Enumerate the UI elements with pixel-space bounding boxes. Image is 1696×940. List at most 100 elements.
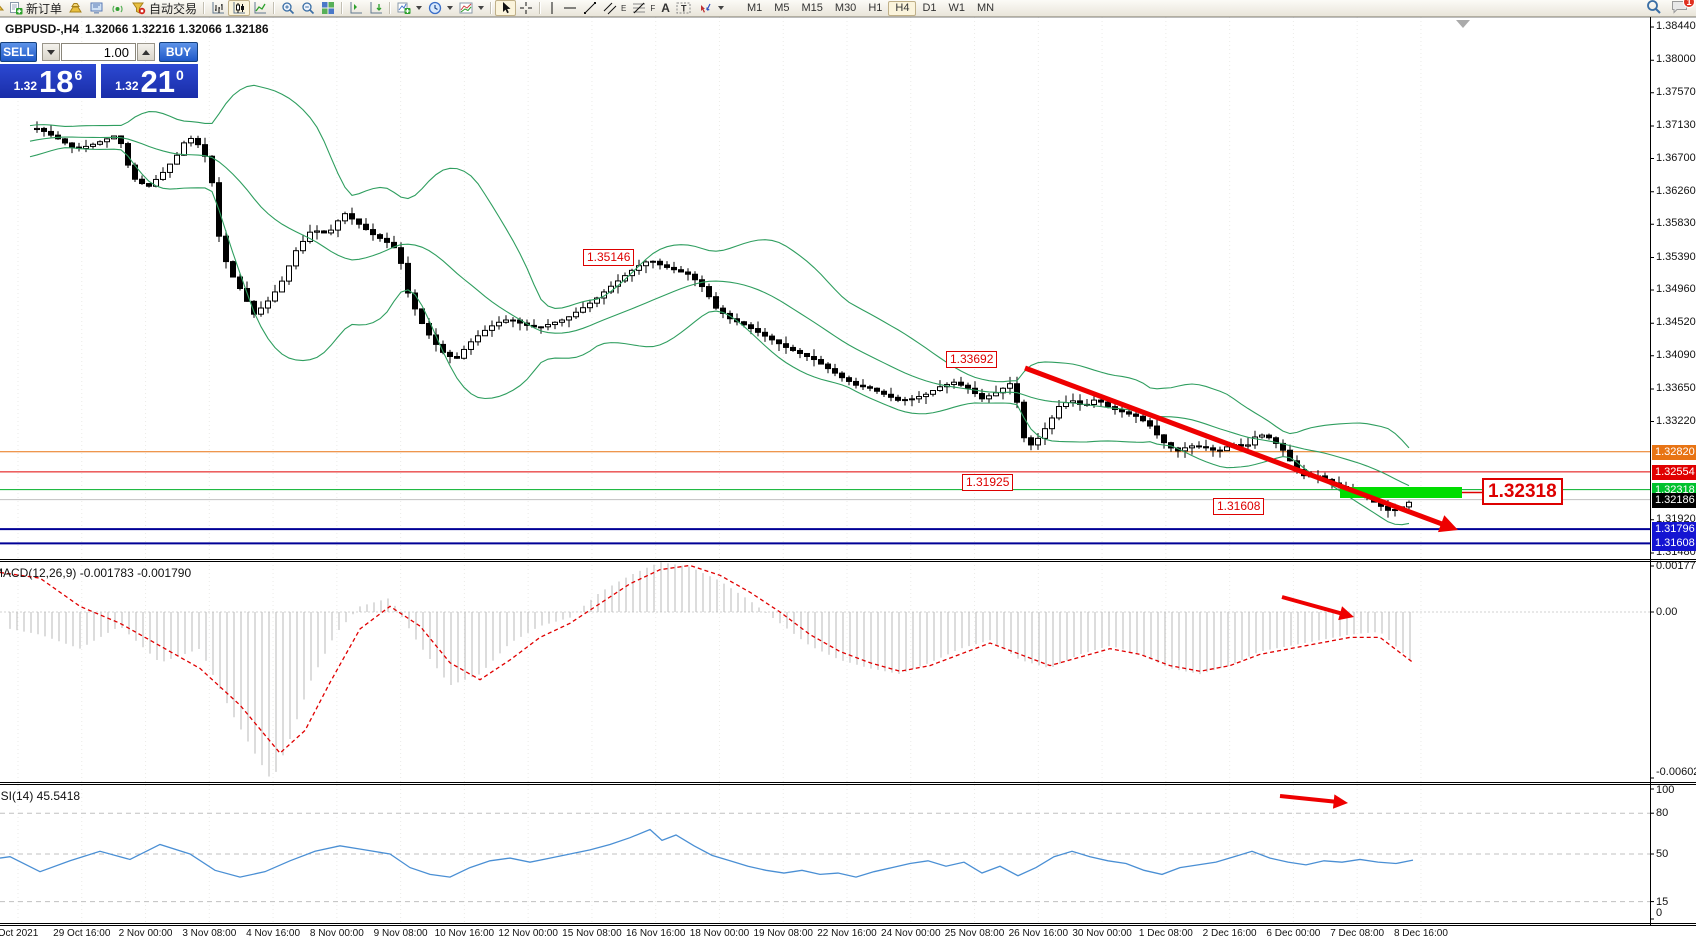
tf-h1-button[interactable]: H1	[868, 2, 883, 14]
sell-price-sup: 6	[74, 67, 83, 83]
candlestick-chart-button[interactable]	[228, 0, 251, 16]
horizontal-line-button[interactable]	[560, 0, 580, 16]
chart-shift-button[interactable]	[346, 0, 366, 16]
triangle-up-icon	[142, 49, 150, 55]
toolbar-separator	[389, 2, 392, 14]
rsi-pane	[0, 794, 1650, 903]
price-annotation[interactable]: 1.31925	[962, 474, 1014, 491]
signal-icon-button[interactable]	[107, 0, 128, 16]
text-label-button[interactable]: T	[673, 0, 695, 16]
toolbar-separator	[273, 2, 276, 14]
tf-d1-button[interactable]: D1	[922, 2, 937, 14]
dropdown-caret-icon	[478, 6, 485, 10]
line-chart-icon	[253, 1, 267, 15]
channel-tool-label: E	[621, 3, 627, 13]
tf-mn-button[interactable]: MN	[977, 2, 995, 14]
chart-shift-icon	[349, 1, 363, 15]
candles-layer	[34, 121, 1412, 518]
rsi-trend-arrow-head	[1332, 794, 1348, 809]
rsi-trend-arrow[interactable]	[1279, 794, 1340, 805]
toolbar: 新订单 自动交易	[0, 0, 1696, 17]
terminal-icon-button[interactable]	[86, 0, 107, 16]
price-annotation[interactable]: 1.31608	[1213, 498, 1265, 515]
macd-signal-line[interactable]	[0, 564, 1414, 755]
dropdown-caret-icon	[717, 6, 724, 10]
new-order-label: 新订单	[26, 1, 63, 16]
new-order-button[interactable]: 新订单	[6, 0, 65, 16]
indicators-button[interactable]	[394, 0, 425, 16]
sell-price-prefix: 1.32	[13, 79, 38, 93]
dropdown-caret-icon	[447, 6, 454, 10]
trendline-button[interactable]	[580, 0, 600, 16]
support-zone-highlight[interactable]	[1340, 487, 1462, 498]
downtrend-arrow[interactable]	[1024, 365, 1449, 529]
gold-icon-button[interactable]	[65, 0, 86, 16]
rsi-line[interactable]	[0, 828, 1414, 878]
line-chart-button[interactable]	[250, 0, 270, 16]
toolbar-separator	[203, 2, 206, 14]
price-annotation[interactable]: 1.33692	[946, 351, 998, 368]
fibonacci-button[interactable]: F	[629, 0, 658, 16]
arrows-button[interactable]	[695, 0, 727, 16]
tf-w1-button[interactable]: W1	[948, 2, 966, 14]
candlestick-chart-icon	[232, 1, 246, 15]
bollinger-upper[interactable]	[29, 84, 1410, 449]
dropdown-caret-icon	[416, 6, 423, 10]
tf-m5-button[interactable]: M5	[774, 2, 790, 14]
zoom-in-icon	[281, 1, 295, 15]
text-label-icon: T	[676, 1, 692, 15]
periods-button[interactable]	[425, 0, 456, 16]
pane-borders	[0, 16, 1696, 928]
zoom-out-button[interactable]	[298, 0, 318, 16]
zoom-in-button[interactable]	[278, 0, 298, 16]
svg-text:T: T	[681, 4, 687, 14]
vertical-line-button[interactable]	[544, 0, 560, 16]
volume-increase-button[interactable]	[137, 43, 155, 61]
tf-m1-button[interactable]: M1	[746, 2, 763, 14]
bollinger-middle[interactable]	[29, 136, 1410, 487]
trendline-icon	[583, 1, 597, 15]
crosshair-button[interactable]	[516, 0, 536, 16]
equidistant-channel-button[interactable]: E	[600, 0, 629, 16]
autotrading-icon	[131, 1, 146, 15]
auto-scroll-icon	[369, 1, 383, 15]
macd-trend-arrow-head	[1338, 606, 1354, 621]
fibonacci-icon	[632, 1, 647, 15]
tf-m30-button[interactable]: M30	[834, 2, 857, 14]
sell-button[interactable]: SELL	[0, 42, 37, 62]
autotrading-button[interactable]: 自动交易	[128, 0, 200, 16]
auto-scroll-button[interactable]	[366, 0, 386, 16]
toolbar-separator	[490, 2, 493, 14]
time-axis[interactable]	[0, 926, 1696, 940]
ohlc-readout: 1.32066 1.32216 1.32066 1.32186	[85, 22, 269, 36]
template-button[interactable]	[456, 0, 487, 16]
volume-input[interactable]	[61, 43, 136, 61]
crosshair-icon	[519, 1, 533, 15]
triangle-down-icon	[47, 49, 55, 55]
text-button[interactable]: A	[658, 0, 673, 16]
chat-button[interactable]: 1	[1671, 0, 1695, 17]
big-price-annotation[interactable]: 1.32318	[1482, 478, 1563, 505]
bollinger-lower[interactable]	[29, 147, 1410, 526]
tile-windows-button[interactable]	[318, 0, 338, 16]
volume-decrease-button[interactable]	[42, 43, 60, 61]
buy-price-main: 21	[140, 64, 176, 99]
tf-m15-button[interactable]: M15	[801, 2, 823, 14]
toolbar-separator	[341, 2, 344, 14]
buy-price-display[interactable]: 1.32 21 0	[101, 64, 198, 98]
sell-price-main: 18	[39, 64, 74, 99]
cursor-button[interactable]	[495, 0, 517, 16]
buy-button[interactable]: BUY	[159, 42, 198, 62]
quote-header: GBPUSD-,H4 1.32066 1.32216 1.32066 1.3218…	[5, 22, 275, 36]
equidistant-channel-icon	[603, 1, 618, 15]
search-icon[interactable]	[1646, 0, 1661, 17]
template-icon	[459, 1, 473, 15]
macd-trend-arrow[interactable]	[1281, 595, 1347, 617]
sell-price-display[interactable]: 1.32 18 6	[0, 64, 96, 98]
tf-h4-button[interactable]: H4	[888, 0, 917, 16]
bar-chart-button[interactable]	[208, 0, 228, 16]
price-annotation[interactable]: 1.35146	[583, 249, 635, 266]
notification-badge: 1	[1683, 0, 1695, 8]
